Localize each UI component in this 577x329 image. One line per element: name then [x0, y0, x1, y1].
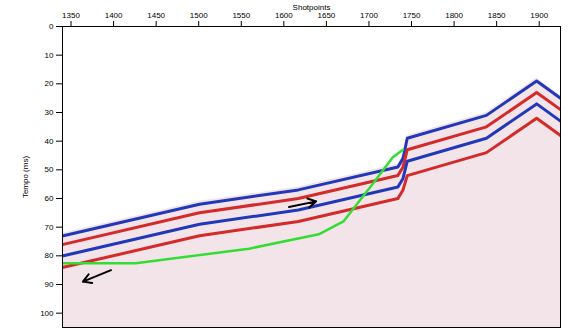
svg-text:1750: 1750: [403, 11, 421, 20]
svg-text:70: 70: [45, 223, 54, 232]
svg-text:60: 60: [45, 194, 54, 203]
svg-text:0: 0: [49, 22, 54, 31]
svg-text:1900: 1900: [530, 11, 548, 20]
svg-text:1850: 1850: [488, 11, 506, 20]
svg-text:30: 30: [45, 108, 54, 117]
svg-text:1700: 1700: [360, 11, 378, 20]
svg-text:Tempo (ms): Tempo (ms): [21, 156, 30, 199]
svg-text:1450: 1450: [147, 11, 165, 20]
svg-text:90: 90: [45, 280, 54, 289]
svg-text:100: 100: [40, 309, 54, 318]
svg-text:10: 10: [45, 51, 54, 60]
svg-text:Shotpoints: Shotpoints: [293, 3, 331, 12]
svg-text:80: 80: [45, 251, 54, 260]
svg-text:1600: 1600: [275, 11, 293, 20]
svg-text:40: 40: [45, 137, 54, 146]
svg-text:1400: 1400: [105, 11, 123, 20]
svg-text:20: 20: [45, 79, 54, 88]
svg-text:1550: 1550: [232, 11, 250, 20]
svg-text:1800: 1800: [445, 11, 463, 20]
svg-text:1650: 1650: [317, 10, 336, 20]
svg-text:50: 50: [45, 165, 54, 174]
svg-text:1500: 1500: [190, 11, 208, 20]
svg-text:1350: 1350: [62, 11, 80, 20]
